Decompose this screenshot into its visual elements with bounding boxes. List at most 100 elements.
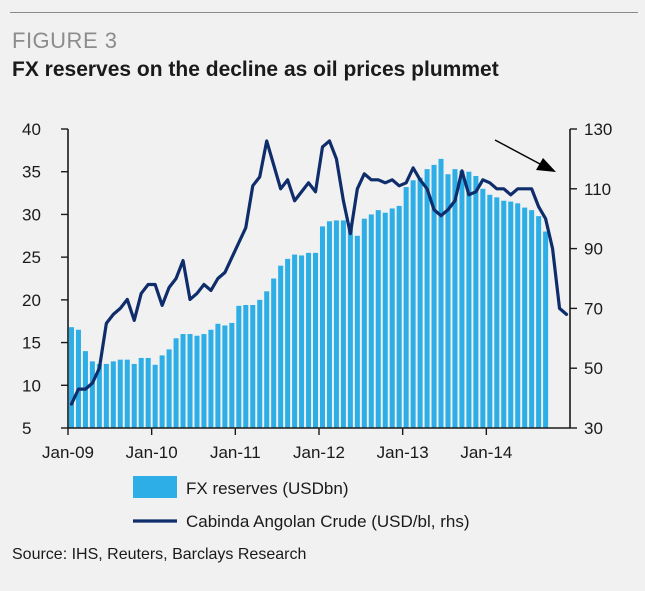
fx-bar — [285, 258, 291, 428]
legend-label-oil-price: Cabinda Angolan Crude (USD/bl, rhs) — [186, 512, 469, 531]
legend: FX reserves (USDbn) Cabinda Angolan Crud… — [133, 476, 469, 531]
fx-bar — [96, 363, 102, 428]
fx-bar — [187, 334, 193, 428]
fx-bar — [431, 164, 437, 428]
right-tick-label: 130 — [584, 120, 612, 139]
legend-swatch-fx-reserves — [133, 476, 177, 498]
chart-title: FX reserves on the decline as oil prices… — [12, 58, 499, 81]
fx-bar — [131, 363, 137, 428]
arrow-head — [536, 158, 556, 172]
fx-bar — [347, 222, 353, 428]
right-tick-label: 90 — [584, 240, 603, 259]
fx-bar — [236, 305, 242, 428]
fx-bar — [445, 174, 451, 428]
fx-bar — [403, 187, 409, 428]
fx-bar — [194, 335, 200, 428]
fx-bar — [473, 175, 479, 428]
fx-bar — [459, 170, 465, 429]
right-tick-label: 110 — [584, 180, 611, 199]
legend-label-fx-reserves: FX reserves (USDbn) — [186, 479, 348, 498]
left-tick-label: 20 — [22, 291, 41, 310]
x-tick-label: Jan-14 — [460, 443, 512, 462]
fx-bar — [250, 304, 256, 428]
decline-arrow — [494, 139, 556, 172]
fx-bar — [382, 212, 388, 428]
right-axis-ticks: 30 50 70 90 110 130 — [570, 120, 612, 438]
left-tick-label: 30 — [22, 205, 41, 224]
fx-bar — [417, 177, 423, 428]
fx-bar — [110, 361, 116, 428]
x-axis-ticks: Jan-09 Jan-10 Jan-11 Jan-12 Jan-13 Jan-14 — [42, 428, 512, 462]
fx-bar — [145, 357, 151, 428]
fx-bar — [522, 207, 528, 428]
fx-bar — [501, 200, 507, 428]
left-axis-ticks: 5 10 15 20 25 30 35 40 — [22, 120, 68, 438]
figure-label: FIGURE 3 — [12, 28, 118, 53]
fx-bar — [319, 226, 325, 428]
fx-bar — [424, 169, 430, 428]
fx-bar — [124, 359, 130, 428]
fx-bar — [494, 197, 500, 428]
top-rule — [10, 12, 638, 13]
fx-bar — [264, 291, 270, 428]
fx-bar — [543, 231, 549, 428]
fx-bar — [487, 194, 493, 428]
fx-bar — [354, 235, 360, 428]
fx-bar — [89, 361, 95, 428]
fx-bar — [466, 171, 472, 428]
fx-bar — [75, 329, 81, 428]
fx-bar — [340, 220, 346, 428]
fx-bar — [243, 304, 249, 428]
fx-bar — [368, 214, 374, 428]
fx-bar — [361, 218, 367, 428]
x-tick-label: Jan-09 — [42, 443, 94, 462]
arrow-shaft — [494, 139, 541, 165]
fx-bar — [375, 210, 381, 428]
fx-bar — [326, 221, 332, 428]
fx-bar — [117, 359, 123, 428]
fx-bar — [159, 355, 165, 428]
left-tick-label: 40 — [22, 120, 41, 139]
fx-bar — [201, 334, 207, 428]
fx-bar — [152, 364, 158, 428]
fx-bar — [257, 299, 263, 428]
fx-bar — [271, 278, 277, 428]
fx-bar — [166, 349, 172, 428]
fx-bar — [306, 252, 312, 428]
fx-bar — [396, 205, 402, 428]
fx-bar — [480, 188, 486, 428]
fx-bar — [299, 255, 305, 428]
fx-bar — [333, 220, 339, 428]
fx-bar — [215, 323, 221, 428]
fx-bar — [529, 210, 535, 428]
right-tick-label: 50 — [584, 359, 603, 378]
fx-bar — [452, 169, 458, 428]
source-note: Source: IHS, Reuters, Barclays Research — [12, 546, 307, 563]
fx-bar — [410, 180, 416, 428]
fx-bar — [536, 216, 542, 428]
fx-bar — [278, 265, 284, 428]
fx-bar — [138, 357, 144, 428]
fx-bar — [292, 254, 298, 428]
left-tick-label: 10 — [22, 376, 41, 395]
fx-bar — [389, 208, 395, 428]
fx-reserves-bars — [68, 158, 549, 429]
fx-bar — [173, 338, 179, 428]
fx-bar — [103, 363, 109, 428]
x-tick-label: Jan-10 — [126, 443, 178, 462]
fx-bar — [222, 325, 228, 428]
fx-bar — [515, 203, 521, 428]
oil-price-line — [69, 139, 569, 406]
x-tick-label: Jan-13 — [377, 443, 429, 462]
fx-bar — [68, 327, 74, 428]
fx-bar — [180, 334, 186, 428]
left-tick-label: 35 — [22, 163, 41, 182]
x-tick-label: Jan-11 — [210, 443, 261, 462]
fx-bar — [313, 252, 319, 428]
right-tick-label: 70 — [584, 299, 603, 318]
left-tick-label: 5 — [22, 419, 31, 438]
x-tick-label: Jan-12 — [293, 443, 345, 462]
left-tick-label: 25 — [22, 248, 41, 267]
fx-bar — [438, 158, 444, 428]
